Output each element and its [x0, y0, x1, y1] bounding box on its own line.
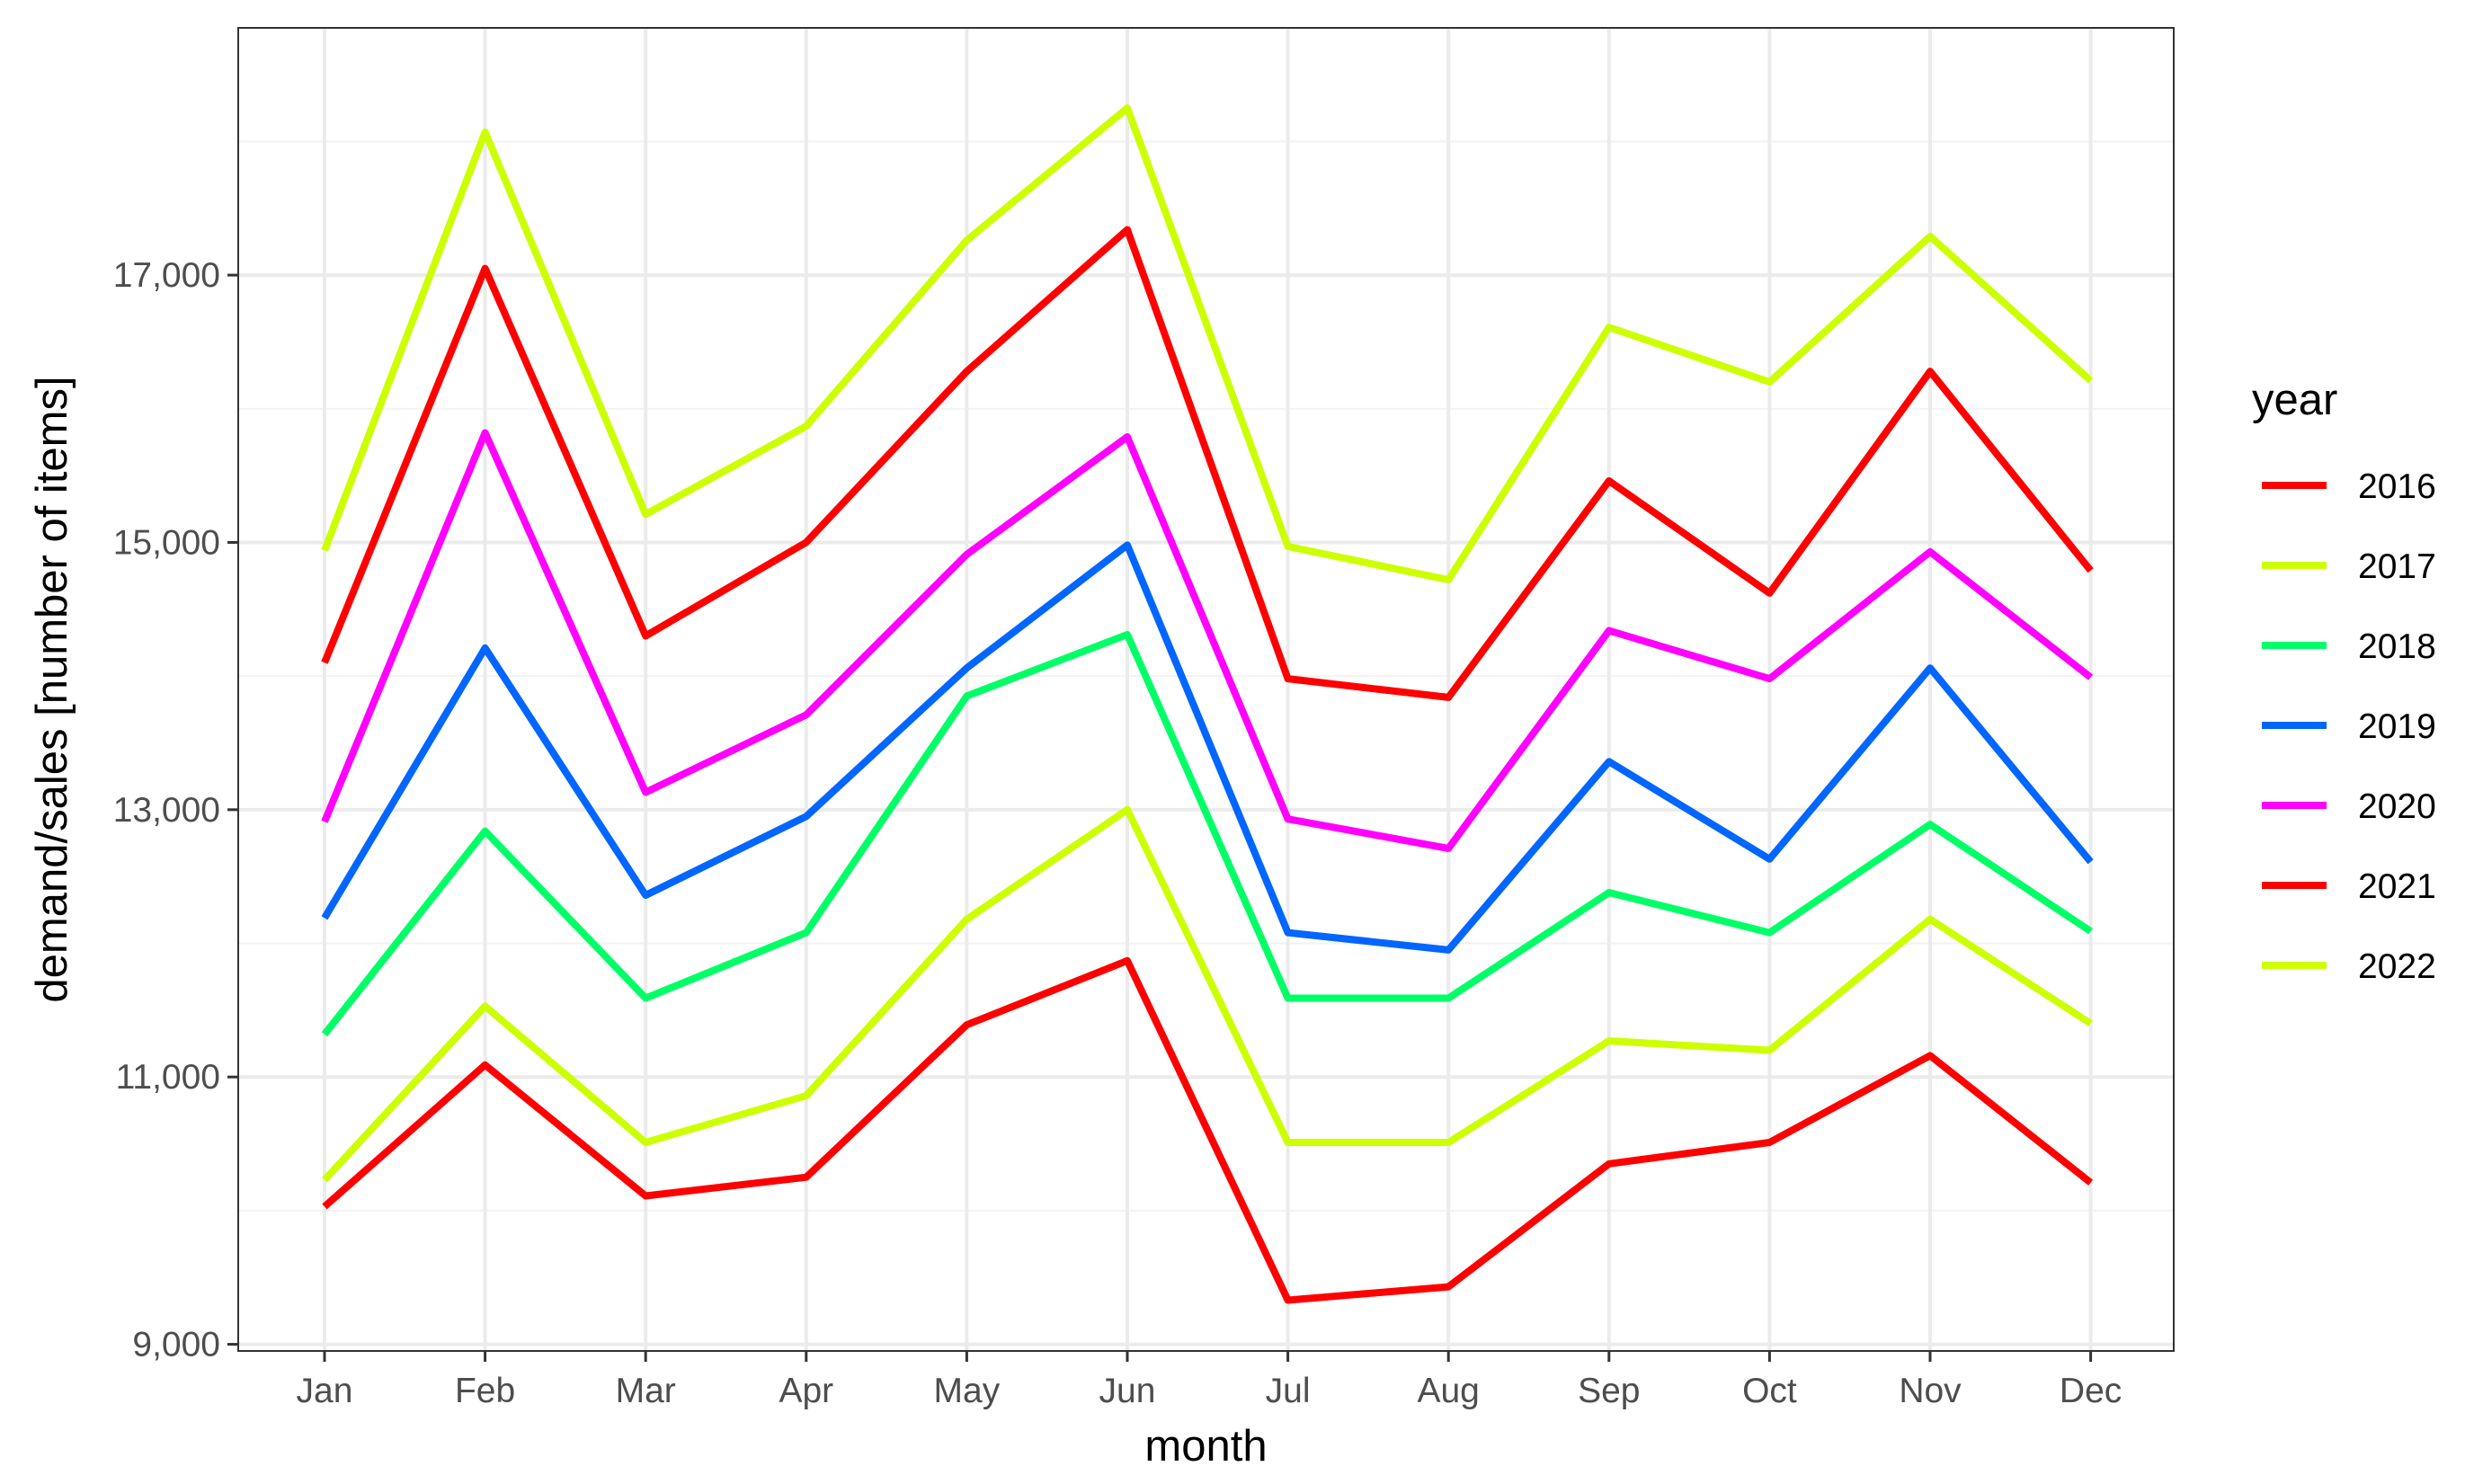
legend-label-2020: 2020: [2358, 787, 2436, 826]
series-line-2020: [321, 429, 2094, 852]
series-line-2019: [321, 541, 2094, 954]
y-tick-label: 13,000: [113, 791, 220, 830]
x-tick-label: Jun: [1099, 1372, 1156, 1410]
series-line-2022: [321, 104, 2094, 584]
x-tick-label: Apr: [779, 1372, 833, 1410]
x-tick-label: Sep: [1578, 1372, 1640, 1410]
legend-label-2022: 2022: [2358, 947, 2436, 986]
x-axis: Jan Feb Mar Apr May Jun Jul Aug Sep Oct Nov Dec: [297, 1351, 2122, 1410]
y-axis-title: demand/sales [number of items]: [28, 376, 76, 1002]
x-tick-label: Oct: [1742, 1372, 1797, 1410]
x-tick-label: Jul: [1266, 1372, 1311, 1410]
x-tick-label: May: [934, 1372, 1001, 1410]
y-tick-label: 9,000: [132, 1326, 220, 1364]
minor-gridlines: [238, 140, 2174, 1212]
legend-label-2016: 2016: [2358, 467, 2436, 506]
y-axis: 9,000 11,000 13,000 15,000 17,000: [113, 256, 238, 1364]
y-tick-label: 11,000: [116, 1058, 220, 1097]
y-tick-label: 15,000: [113, 523, 220, 562]
x-tick-label: Mar: [616, 1372, 676, 1410]
legend-label-2021: 2021: [2358, 867, 2436, 906]
legend: year 2016 2017 2018 2019 2020 2021 2022: [2252, 376, 2436, 986]
legend-label-2018: 2018: [2358, 627, 2436, 666]
legend-label-2017: 2017: [2358, 547, 2436, 586]
series-line-2018: [321, 631, 2093, 1037]
x-tick-label: Jan: [297, 1372, 353, 1410]
x-tick-label: Aug: [1417, 1372, 1479, 1410]
legend-label-2019: 2019: [2358, 707, 2436, 746]
y-tick-label: 17,000: [113, 256, 220, 295]
legend-title: year: [2252, 376, 2337, 424]
series-lines: [321, 104, 2094, 1304]
series-line-2021: [321, 226, 2094, 701]
x-axis-title: month: [1144, 1422, 1267, 1471]
series-line-2016: [322, 956, 2094, 1304]
x-tick-label: Feb: [455, 1372, 515, 1410]
series-line-2017: [322, 805, 2093, 1183]
x-tick-label: Nov: [1899, 1372, 1962, 1410]
plot-panel-border: [237, 27, 2175, 1352]
x-tick-label: Dec: [2060, 1372, 2122, 1410]
